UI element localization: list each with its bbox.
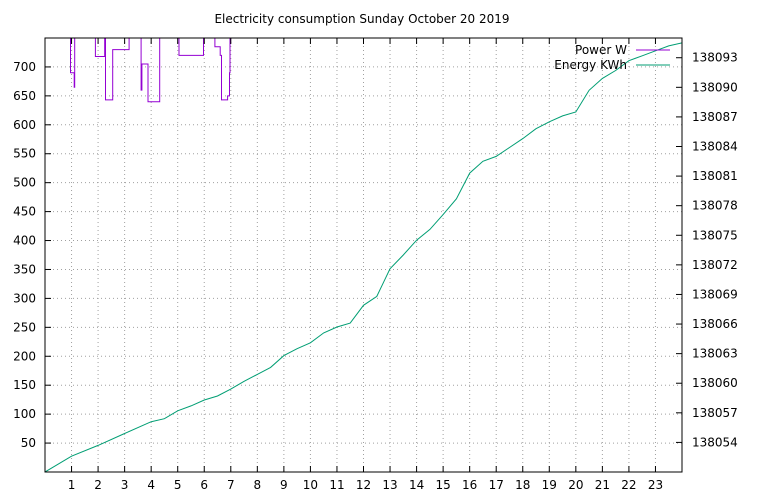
x-tick-label: 21 <box>595 478 610 492</box>
x-tick-label: 5 <box>174 478 182 492</box>
x-tick-label: 18 <box>515 478 530 492</box>
x-tick-label: 15 <box>435 478 450 492</box>
legend: Power W Energy KWh <box>554 43 670 72</box>
y-left-tick-label: 350 <box>13 262 36 276</box>
x-tick-label: 3 <box>121 478 129 492</box>
x-tick-label: 8 <box>254 478 262 492</box>
y-left-tick-label: 500 <box>13 176 36 190</box>
y-right-tick-label: 138057 <box>692 406 738 420</box>
y-left-tick-label: 100 <box>13 407 36 421</box>
x-tick-label: 9 <box>280 478 288 492</box>
grid-lines <box>45 38 682 472</box>
y-left-tick-label: 450 <box>13 205 36 219</box>
x-tick-label: 2 <box>94 478 102 492</box>
y-left-tick-label: 200 <box>13 349 36 363</box>
series-line-energy <box>45 42 682 472</box>
y-left-tick-label: 700 <box>13 60 36 74</box>
x-tick-label: 12 <box>356 478 371 492</box>
y-left-tick-label: 50 <box>21 436 36 450</box>
x-tick-label: 7 <box>227 478 235 492</box>
y-right-tick-label: 138054 <box>692 435 738 449</box>
y-left-tick-label: 400 <box>13 234 36 248</box>
x-tick-label: 17 <box>489 478 504 492</box>
y-right-tick-label: 138063 <box>692 347 738 361</box>
x-tick-label: 6 <box>200 478 208 492</box>
y-left-tick-label: 250 <box>13 320 36 334</box>
legend-label-energy: Energy KWh <box>554 58 627 72</box>
y-right-tick-label: 138072 <box>692 258 738 272</box>
x-tick-label: 1 <box>68 478 76 492</box>
y-right-tick-label: 138087 <box>692 110 738 124</box>
y-right-tick-label: 138081 <box>692 169 738 183</box>
legend-label-power: Power W <box>575 43 627 57</box>
y-left-tick-label: 150 <box>13 378 36 392</box>
series-layer <box>45 38 682 472</box>
y-right-tick-label: 138093 <box>692 51 738 65</box>
axis-ticks: 1 2 3 4 5 6 7 8 9 10 11 12 13 14 15 16 17 18 19 20 21 22 23501… <box>13 38 738 492</box>
x-tick-label: 19 <box>542 478 557 492</box>
y-left-tick-label: 650 <box>13 89 36 103</box>
chart-title: Electricity consumption Sunday October 2… <box>214 12 509 26</box>
x-tick-label: 16 <box>462 478 477 492</box>
y-right-tick-label: 138066 <box>692 317 738 331</box>
y-right-tick-label: 138090 <box>692 80 738 94</box>
y-left-tick-label: 550 <box>13 147 36 161</box>
x-tick-label: 23 <box>648 478 663 492</box>
x-tick-label: 22 <box>621 478 636 492</box>
y-right-tick-label: 138060 <box>692 376 738 390</box>
series-line-power <box>70 38 231 103</box>
y-right-tick-label: 138075 <box>692 228 738 242</box>
x-tick-label: 14 <box>409 478 424 492</box>
x-tick-label: 10 <box>303 478 318 492</box>
y-right-tick-label: 138084 <box>692 140 738 154</box>
y-right-tick-label: 138078 <box>692 199 738 213</box>
x-tick-label: 4 <box>147 478 155 492</box>
y-left-tick-label: 600 <box>13 118 36 132</box>
y-right-tick-label: 138069 <box>692 287 738 301</box>
x-tick-label: 11 <box>329 478 344 492</box>
x-tick-label: 13 <box>382 478 397 492</box>
x-tick-label: 20 <box>568 478 583 492</box>
y-left-tick-label: 300 <box>13 291 36 305</box>
